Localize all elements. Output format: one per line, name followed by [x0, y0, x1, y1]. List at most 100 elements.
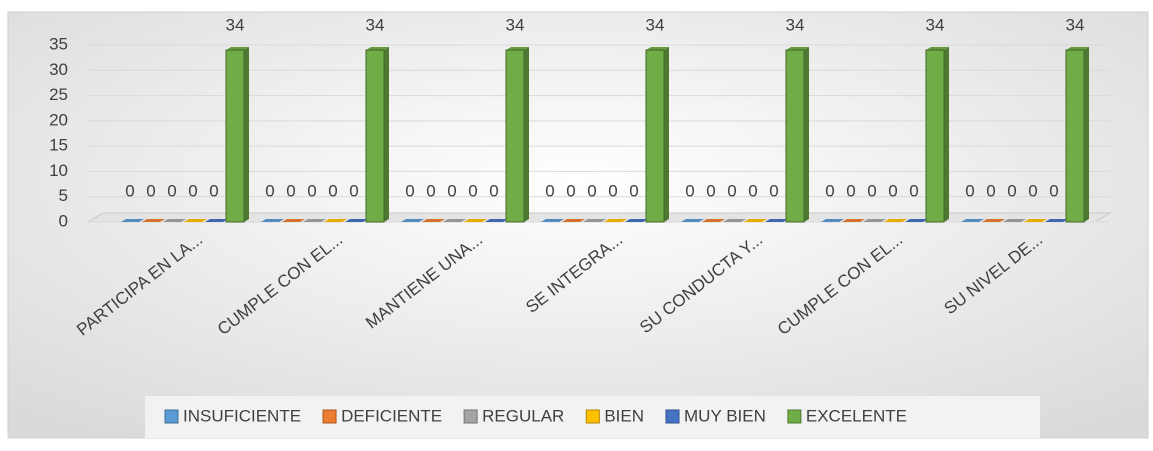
- bar: [925, 49, 945, 223]
- y-tick-label: 35: [49, 34, 68, 53]
- bar: [225, 49, 245, 223]
- data-label: 0: [349, 181, 358, 200]
- legend-label: DEFICIENTE: [341, 406, 442, 425]
- data-label: 0: [867, 181, 876, 200]
- data-label: 34: [646, 16, 665, 35]
- bar-top: [506, 47, 529, 51]
- legend-swatch: [585, 409, 600, 424]
- bar-side: [804, 47, 809, 222]
- legend-swatch: [164, 409, 179, 424]
- data-label: 0: [265, 181, 274, 200]
- legend-label: REGULAR: [482, 406, 564, 425]
- bar-top: [961, 219, 984, 222]
- data-label: 0: [167, 181, 176, 200]
- y-tick-label: 0: [59, 211, 68, 230]
- bar-top: [723, 219, 746, 222]
- legend-swatch: [665, 409, 680, 424]
- bar-top: [1045, 219, 1068, 222]
- data-label: 0: [286, 181, 295, 200]
- data-label: 0: [405, 181, 414, 200]
- bar-top: [422, 219, 445, 222]
- bar-top: [345, 219, 368, 222]
- bar-side: [944, 47, 949, 222]
- y-tick-label: 25: [49, 85, 68, 104]
- bar-top: [324, 219, 347, 222]
- bar-top: [1003, 219, 1026, 222]
- data-label: 0: [1049, 181, 1058, 200]
- data-label: 0: [706, 181, 715, 200]
- bar-top: [226, 47, 249, 51]
- legend-label: EXCELENTE: [806, 406, 907, 425]
- data-label: 34: [926, 16, 945, 35]
- bar-side: [1084, 47, 1089, 222]
- legend-swatch: [322, 409, 337, 424]
- data-label: 0: [146, 181, 155, 200]
- data-label: 0: [125, 181, 134, 200]
- bar-top: [646, 47, 669, 51]
- bar-top: [485, 219, 508, 222]
- data-label: 0: [629, 181, 638, 200]
- legend-label: INSUFICIENTE: [183, 406, 301, 425]
- bar-top: [786, 47, 809, 51]
- bar-top: [681, 219, 704, 222]
- data-label: 0: [986, 181, 995, 200]
- data-label: 0: [489, 181, 498, 200]
- bar-top: [261, 219, 284, 222]
- bar: [1065, 49, 1085, 223]
- bar-top: [863, 219, 886, 222]
- bar: [505, 49, 525, 223]
- chart-background: [7, 11, 1149, 439]
- data-label: 0: [888, 181, 897, 200]
- legend: INSUFICIENTE DEFICIENTE REGULAR BIEN MUY BIE…: [164, 406, 907, 425]
- data-label: 0: [1007, 181, 1016, 200]
- data-label: 0: [566, 181, 575, 200]
- data-label: 0: [426, 181, 435, 200]
- bar-top: [541, 219, 564, 222]
- bar: [645, 49, 665, 223]
- data-label: 0: [846, 181, 855, 200]
- data-label: 0: [608, 181, 617, 200]
- legend-swatch: [787, 409, 802, 424]
- bar-top: [303, 219, 326, 222]
- data-label: 0: [769, 181, 778, 200]
- bar-top: [744, 219, 767, 222]
- bar: [785, 49, 805, 223]
- bar-side: [244, 47, 249, 222]
- legend-label: MUY BIEN: [684, 406, 766, 425]
- data-label: 0: [909, 181, 918, 200]
- legend-swatch: [463, 409, 478, 424]
- data-label: 0: [727, 181, 736, 200]
- bar-top: [184, 219, 207, 222]
- bar-top: [702, 219, 725, 222]
- bar-top: [401, 219, 424, 222]
- legend-label: BIEN: [604, 406, 644, 425]
- bar-top: [121, 219, 144, 222]
- bar-side: [524, 47, 529, 222]
- bar-top: [842, 219, 865, 222]
- y-tick-label: 10: [49, 161, 68, 180]
- bar-top: [464, 219, 487, 222]
- data-label: 0: [965, 181, 974, 200]
- bar-top: [604, 219, 627, 222]
- data-label: 0: [825, 181, 834, 200]
- data-label: 0: [188, 181, 197, 200]
- data-label: 34: [1066, 16, 1085, 35]
- y-tick-label: 15: [49, 136, 68, 155]
- data-label: 0: [685, 181, 694, 200]
- bar-top: [366, 47, 389, 51]
- bar-top: [443, 219, 466, 222]
- bar-top: [142, 219, 165, 222]
- data-label: 0: [209, 181, 218, 200]
- bar-top: [821, 219, 844, 222]
- y-tick-label: 30: [49, 60, 68, 79]
- bar-top: [765, 219, 788, 222]
- bar-top: [905, 219, 928, 222]
- data-label: 0: [328, 181, 337, 200]
- bar: [365, 49, 385, 223]
- bar-top: [625, 219, 648, 222]
- data-label: 0: [748, 181, 757, 200]
- bar-side: [384, 47, 389, 222]
- bar-top: [1024, 219, 1047, 222]
- data-label: 0: [468, 181, 477, 200]
